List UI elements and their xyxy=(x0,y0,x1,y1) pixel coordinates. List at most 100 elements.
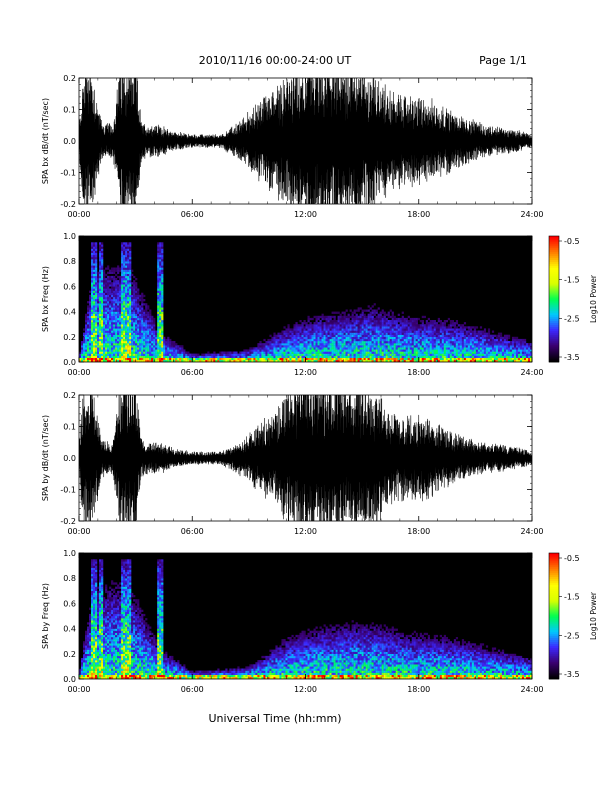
heatmap-cell xyxy=(245,358,247,360)
heatmap-cell xyxy=(159,255,161,257)
heatmap-cell xyxy=(360,320,362,322)
heatmap-cell xyxy=(412,343,414,345)
heatmap-cell xyxy=(326,320,328,322)
heatmap-cell xyxy=(85,354,87,356)
heatmap-cell xyxy=(338,337,340,339)
heatmap-cell xyxy=(203,354,205,356)
heatmap-cell xyxy=(514,347,516,349)
heatmap-cell xyxy=(490,337,492,339)
heatmap-cell xyxy=(87,643,89,645)
heatmap-cell xyxy=(263,358,265,360)
heatmap-cell xyxy=(285,354,287,356)
heatmap-cell xyxy=(330,331,332,333)
heatmap-cell xyxy=(127,349,129,351)
heatmap-cell xyxy=(398,347,400,349)
heatmap-cell xyxy=(295,328,297,330)
heatmap-cell xyxy=(522,354,524,356)
heatmap-cell xyxy=(316,322,318,324)
heatmap-cell xyxy=(368,358,370,360)
heatmap-cell xyxy=(450,354,452,356)
heatmap-cell xyxy=(352,316,354,318)
heatmap-cell xyxy=(396,326,398,328)
heatmap-cell xyxy=(99,272,101,274)
heatmap-cell xyxy=(344,318,346,320)
heatmap-cell xyxy=(97,282,99,284)
heatmap-cell xyxy=(169,339,171,341)
heatmap-cell xyxy=(346,316,348,318)
heatmap-cell xyxy=(133,335,135,337)
heatmap-cell xyxy=(103,278,105,280)
heatmap-cell xyxy=(520,352,522,354)
heatmap-cell xyxy=(460,349,462,351)
heatmap-cell xyxy=(107,333,109,335)
heatmap-cell xyxy=(123,337,125,339)
heatmap-cell xyxy=(143,358,145,360)
heatmap-cell xyxy=(478,331,480,333)
heatmap-cell xyxy=(255,347,257,349)
heatmap-cell xyxy=(101,265,103,267)
heatmap-cell xyxy=(265,347,267,349)
heatmap-cell xyxy=(259,354,261,356)
heatmap-cell xyxy=(464,354,466,356)
heatmap-cell xyxy=(285,345,287,347)
heatmap-cell xyxy=(486,345,488,347)
heatmap-cell xyxy=(105,295,107,297)
heatmap-cell xyxy=(408,358,410,360)
heatmap-cell xyxy=(257,349,259,351)
heatmap-cell xyxy=(324,354,326,356)
heatmap-cell xyxy=(304,333,306,335)
heatmap-cell xyxy=(129,331,131,333)
heatmap-cell xyxy=(494,354,496,356)
heatmap-cell xyxy=(101,339,103,341)
heatmap-cell xyxy=(360,307,362,309)
heatmap-cell xyxy=(123,251,125,253)
heatmap-cell xyxy=(135,333,137,335)
heatmap-cell xyxy=(95,324,97,326)
heatmap-cell xyxy=(468,339,470,341)
heatmap-cell xyxy=(400,333,402,335)
heatmap-cell xyxy=(368,354,370,356)
heatmap-cell xyxy=(113,278,115,280)
heatmap-cell xyxy=(99,331,101,333)
heatmap-cell xyxy=(259,352,261,354)
heatmap-cell xyxy=(478,345,480,347)
heatmap-cell xyxy=(101,286,103,288)
heatmap-cell xyxy=(342,354,344,356)
heatmap-cell xyxy=(289,349,291,351)
heatmap-cell xyxy=(374,347,376,349)
heatmap-cell xyxy=(143,318,145,320)
heatmap-cell xyxy=(261,349,263,351)
heatmap-cell xyxy=(147,345,149,347)
heatmap-cell xyxy=(368,318,370,320)
heatmap-cell xyxy=(374,310,376,312)
heatmap-cell xyxy=(123,301,125,303)
heatmap-cell xyxy=(85,316,87,318)
heatmap-cell xyxy=(269,335,271,337)
heatmap-cell xyxy=(400,341,402,343)
heatmap-cell xyxy=(354,333,356,335)
heatmap-cell xyxy=(330,352,332,354)
heatmap-cell xyxy=(362,347,364,349)
heatmap-cell xyxy=(291,358,293,360)
heatmap-cell xyxy=(101,249,103,251)
heatmap-cell xyxy=(99,347,101,349)
heatmap-cell xyxy=(219,356,221,358)
heatmap-cell xyxy=(279,349,281,351)
heatmap-cell xyxy=(133,295,135,297)
heatmap-cell xyxy=(324,337,326,339)
heatmap-cell xyxy=(358,307,360,309)
heatmap-cell xyxy=(127,291,129,293)
heatmap-cell xyxy=(416,343,418,345)
heatmap-cell xyxy=(143,335,145,337)
heatmap-cell xyxy=(360,358,362,360)
heatmap-cell xyxy=(147,326,149,328)
heatmap-cell xyxy=(103,305,105,307)
heatmap-cell xyxy=(125,291,127,293)
heatmap-cell xyxy=(179,352,181,354)
heatmap-cell xyxy=(400,326,402,328)
heatmap-cell xyxy=(332,349,334,351)
heatmap-cell xyxy=(177,345,179,347)
heatmap-cell xyxy=(340,352,342,354)
heatmap-cell xyxy=(308,328,310,330)
heatmap-cell xyxy=(121,299,123,301)
